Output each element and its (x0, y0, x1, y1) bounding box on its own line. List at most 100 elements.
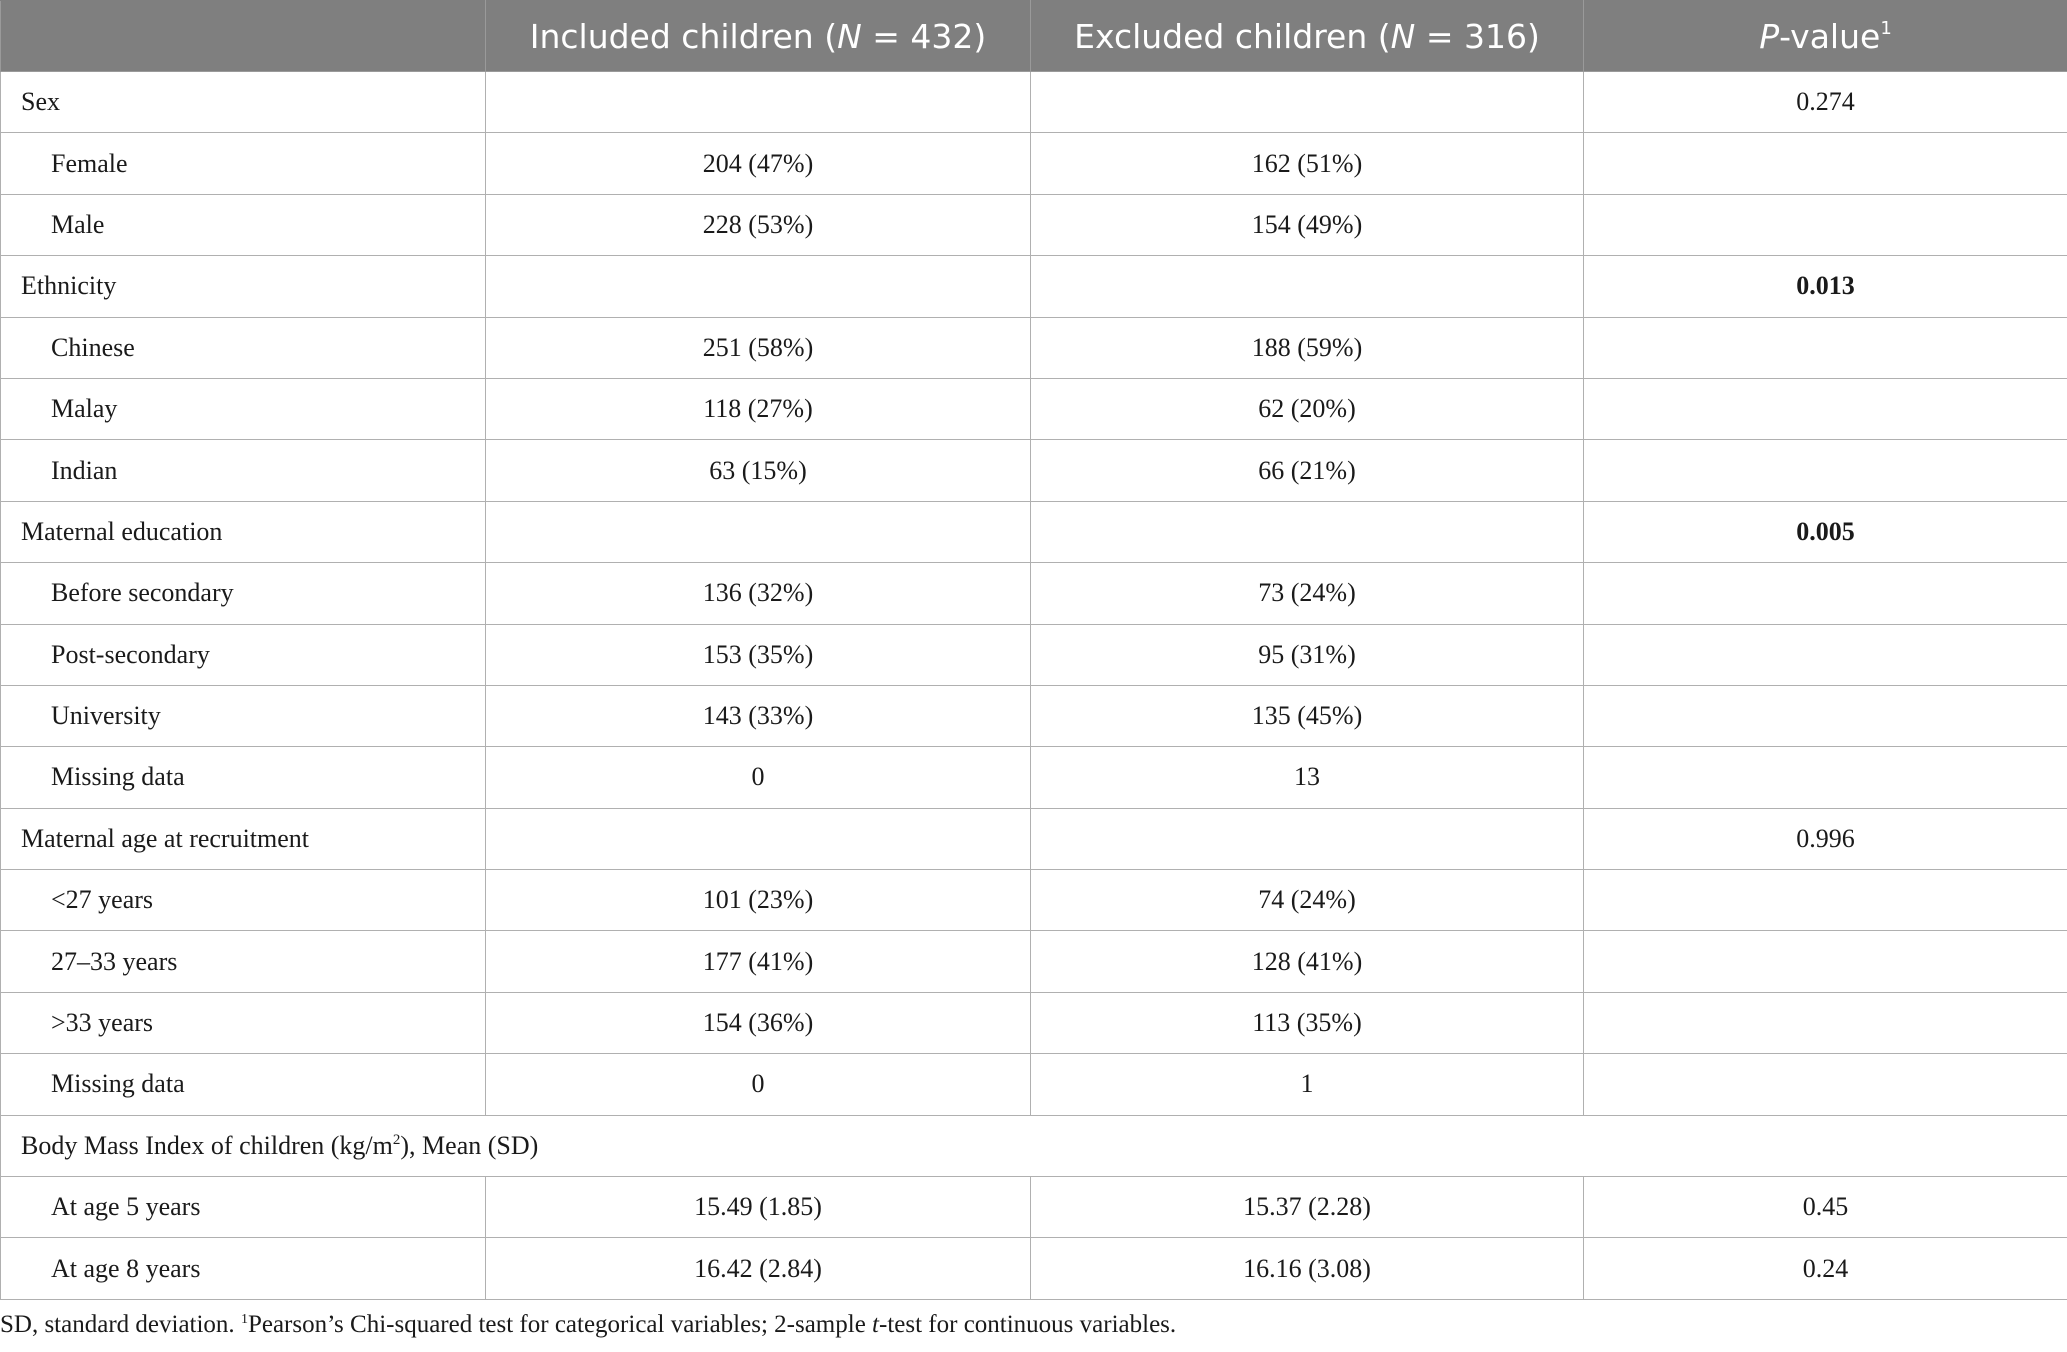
cell-excluded (1030, 500, 1584, 564)
cell-p-value (1583, 869, 2067, 932)
cell-included (485, 70, 1031, 134)
table-row: At age 5 years 15.49 (1.85) 15.37 (2.28)… (0, 1176, 2067, 1239)
cell-p-value: 0.45 (1583, 1176, 2067, 1239)
row-label: Missing data (0, 1053, 486, 1116)
cell-included: 101 (23%) (485, 869, 1031, 932)
cell-p-value (1583, 1053, 2067, 1116)
table-row: Post-secondary 153 (35%) 95 (31%) (0, 623, 2067, 686)
cell-excluded: 1 (1030, 1053, 1584, 1116)
cell-p-value (1583, 930, 2067, 993)
cell-included: 63 (15%) (485, 439, 1031, 502)
cell-included: 251 (58%) (485, 316, 1031, 379)
cell-excluded: 113 (35%) (1030, 991, 1584, 1055)
cell-included: 0 (485, 1053, 1031, 1116)
row-label: >33 years (0, 991, 486, 1055)
cell-included: 177 (41%) (485, 930, 1031, 993)
table-row: 27–33 years 177 (41%) 128 (41%) (0, 930, 2067, 993)
row-label: University (0, 684, 486, 748)
header-variable (0, 0, 486, 72)
cell-p-value (1583, 439, 2067, 502)
table-row: Maternal age at recruitment 0.996 (0, 807, 2067, 871)
cell-p-value: 0.274 (1583, 70, 2067, 134)
row-label: Before secondary (0, 562, 486, 625)
table-row: Ethnicity 0.013 (0, 255, 2067, 318)
table-row: Sex 0.274 (0, 70, 2067, 134)
cell-excluded: 62 (20%) (1030, 377, 1584, 441)
row-label: Chinese (0, 316, 486, 379)
cell-included: 16.42 (2.84) (485, 1237, 1031, 1300)
table-row: Chinese 251 (58%) 188 (59%) (0, 316, 2067, 379)
header-p-value: P-value1 (1583, 0, 2067, 72)
table-row: >33 years 154 (36%) 113 (35%) (0, 991, 2067, 1055)
cell-p-value (1583, 132, 2067, 195)
cell-excluded (1030, 70, 1584, 134)
cell-included: 15.49 (1.85) (485, 1176, 1031, 1239)
characteristics-table-container: Included children (N = 432) Excluded chi… (0, 0, 2067, 1300)
row-label: Maternal age at recruitment (0, 807, 486, 871)
table-header-row: Included children (N = 432) Excluded chi… (0, 0, 2067, 72)
cell-excluded: 154 (49%) (1030, 193, 1584, 257)
header-excluded-children: Excluded children (N = 316) (1030, 0, 1584, 72)
cell-p-value (1583, 193, 2067, 257)
row-label: Ethnicity (0, 255, 486, 318)
table-row: Body Mass Index of children (kg/m2), Mea… (0, 1114, 2067, 1178)
cell-excluded: 162 (51%) (1030, 132, 1584, 195)
header-included-children: Included children (N = 432) (485, 0, 1031, 72)
cell-p-value (1583, 562, 2067, 625)
characteristics-table: Included children (N = 432) Excluded chi… (0, 0, 2067, 1300)
cell-included (485, 807, 1031, 871)
cell-included: 204 (47%) (485, 132, 1031, 195)
row-label: At age 8 years (0, 1237, 486, 1300)
cell-excluded: 16.16 (3.08) (1030, 1237, 1584, 1300)
table-row: Female 204 (47%) 162 (51%) (0, 132, 2067, 195)
row-label-bmi: Body Mass Index of children (kg/m2), Mea… (0, 1114, 2067, 1178)
cell-p-value (1583, 316, 2067, 379)
cell-p-value: 0.005 (1583, 500, 2067, 564)
table-row: Malay 118 (27%) 62 (20%) (0, 377, 2067, 441)
table-row: Male 228 (53%) 154 (49%) (0, 193, 2067, 257)
cell-p-value (1583, 684, 2067, 748)
cell-p-value: 0.996 (1583, 807, 2067, 871)
cell-included: 154 (36%) (485, 991, 1031, 1055)
cell-excluded: 13 (1030, 746, 1584, 809)
row-label: <27 years (0, 869, 486, 932)
cell-p-value (1583, 746, 2067, 809)
cell-included: 143 (33%) (485, 684, 1031, 748)
cell-excluded: 15.37 (2.28) (1030, 1176, 1584, 1239)
table-row: University 143 (33%) 135 (45%) (0, 684, 2067, 748)
row-label: Male (0, 193, 486, 257)
row-label: 27–33 years (0, 930, 486, 993)
cell-included (485, 255, 1031, 318)
row-label: Missing data (0, 746, 486, 809)
cell-excluded: 128 (41%) (1030, 930, 1584, 993)
table-row: <27 years 101 (23%) 74 (24%) (0, 869, 2067, 932)
cell-excluded: 74 (24%) (1030, 869, 1584, 932)
table-row: Before secondary 136 (32%) 73 (24%) (0, 562, 2067, 625)
table-row: Missing data 0 1 (0, 1053, 2067, 1116)
cell-p-value (1583, 623, 2067, 686)
row-label: Female (0, 132, 486, 195)
cell-excluded (1030, 807, 1584, 871)
cell-excluded: 95 (31%) (1030, 623, 1584, 686)
row-label: Malay (0, 377, 486, 441)
cell-p-value (1583, 991, 2067, 1055)
table-footnote: SD, standard deviation. 1Pearson’s Chi-s… (0, 1311, 1177, 1338)
cell-included: 153 (35%) (485, 623, 1031, 686)
cell-excluded: 73 (24%) (1030, 562, 1584, 625)
row-label: Maternal education (0, 500, 486, 564)
cell-p-value: 0.24 (1583, 1237, 2067, 1300)
cell-included: 118 (27%) (485, 377, 1031, 441)
table-row: Indian 63 (15%) 66 (21%) (0, 439, 2067, 502)
cell-p-value (1583, 377, 2067, 441)
cell-p-value: 0.013 (1583, 255, 2067, 318)
cell-included: 228 (53%) (485, 193, 1031, 257)
cell-included (485, 500, 1031, 564)
cell-included: 136 (32%) (485, 562, 1031, 625)
cell-excluded (1030, 255, 1584, 318)
cell-excluded: 66 (21%) (1030, 439, 1584, 502)
table-row: At age 8 years 16.42 (2.84) 16.16 (3.08)… (0, 1237, 2067, 1300)
row-label: Indian (0, 439, 486, 502)
cell-excluded: 135 (45%) (1030, 684, 1584, 748)
table-row: Missing data 0 13 (0, 746, 2067, 809)
row-label: Post-secondary (0, 623, 486, 686)
